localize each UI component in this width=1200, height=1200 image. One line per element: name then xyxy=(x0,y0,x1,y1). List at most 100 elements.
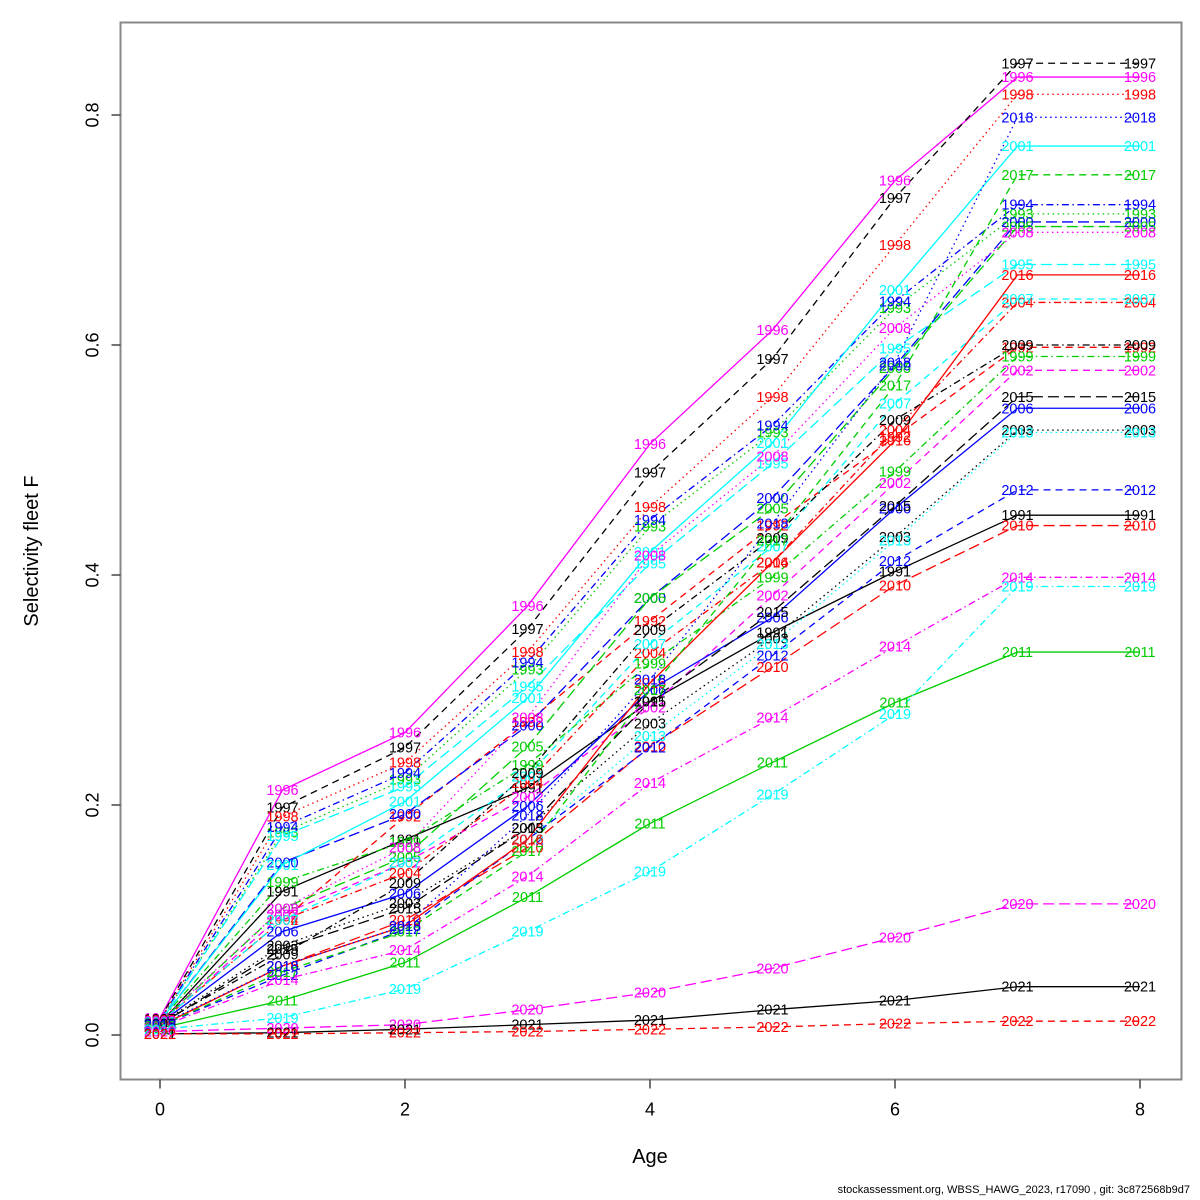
series-line-2011 xyxy=(159,651,1140,1029)
year-label-2001-age-2: 2001 xyxy=(389,795,421,811)
year-label-2005-age-7: 2005 xyxy=(1001,220,1033,236)
year-label-2013-age-8: 2013 xyxy=(1124,425,1156,441)
year-label-1997-age-8: 1997 xyxy=(1124,56,1156,72)
year-label-2007-age-4: 2007 xyxy=(634,637,666,653)
year-label-2002-age-3: 2002 xyxy=(511,790,543,806)
year-label-1997-age-2: 1997 xyxy=(389,741,421,757)
series-line-2005 xyxy=(159,225,1140,1023)
year-label-2001-age-8: 2001 xyxy=(1124,139,1156,155)
year-label-2015-age-4: 2015 xyxy=(634,695,666,711)
year-label-2017-age-6: 2017 xyxy=(879,378,911,394)
year-label-1998-age-5: 1998 xyxy=(756,390,788,406)
series-line-2009 xyxy=(159,344,1140,1025)
year-label-1999-age-2: 1999 xyxy=(389,835,421,851)
year-label-2021-age-3: 2021 xyxy=(511,1018,543,1034)
year-label-1996-age-5: 1996 xyxy=(756,323,788,339)
year-label-2002-age-8: 2002 xyxy=(1124,363,1156,379)
year-label-1995-age-6: 1995 xyxy=(879,341,911,357)
year-label-2006-age-4: 2006 xyxy=(634,683,666,699)
year-label-1991-age-1: 1991 xyxy=(266,884,298,900)
year-label-2002-age-6: 2002 xyxy=(879,476,911,492)
year-label-2001-age-3: 2001 xyxy=(511,691,543,707)
year-label-2009-age-5: 2009 xyxy=(756,531,788,547)
year-label-1991-age-5: 1991 xyxy=(756,626,788,642)
year-label-2005-age-8: 2005 xyxy=(1124,220,1156,236)
year-label-2012-age-5: 2012 xyxy=(756,649,788,665)
year-label-2005-age-0: 2005 xyxy=(144,1015,176,1031)
year-label-2011-age-8: 2011 xyxy=(1124,645,1155,661)
year-label-1997-age-1: 1997 xyxy=(266,800,298,816)
year-label-1998-age-0: 1998 xyxy=(144,1013,176,1029)
year-label-1997-age-6: 1997 xyxy=(879,191,911,207)
year-label-1998-age-4: 1998 xyxy=(634,500,666,516)
series-line-2018 xyxy=(159,116,1140,1026)
year-label-2017-age-0: 2017 xyxy=(144,1019,176,1035)
year-label-2008-age-3: 2008 xyxy=(511,711,543,727)
year-label-2017-age-8: 2017 xyxy=(1124,168,1156,184)
year-label-2007-age-7: 2007 xyxy=(1001,292,1033,308)
series-line-1999 xyxy=(159,355,1140,1022)
year-label-2003-age-2: 2003 xyxy=(389,896,421,912)
year-label-2017-age-1: 2017 xyxy=(266,965,298,981)
series-line-2001 xyxy=(159,145,1140,1022)
year-label-2010-age-7: 2010 xyxy=(1001,519,1033,535)
year-label-2007-age-6: 2007 xyxy=(879,397,911,413)
year-label-2004-age-4: 2004 xyxy=(634,646,666,662)
year-label-2000-age-4: 2000 xyxy=(634,591,666,607)
year-label-2016-age-7: 2016 xyxy=(1001,268,1033,284)
year-label-1995-age-4: 1995 xyxy=(634,557,666,573)
year-label-1991-age-3: 1991 xyxy=(511,781,543,797)
year-label-2002-age-2: 2002 xyxy=(389,856,421,872)
year-label-2008-age-0: 2008 xyxy=(144,1014,176,1030)
year-label-1993-age-6: 1993 xyxy=(879,301,911,317)
year-label-2015-age-1: 2015 xyxy=(266,942,298,958)
series-line-2012 xyxy=(159,489,1140,1027)
year-label-2009-age-4: 2009 xyxy=(634,623,666,639)
series-line-1998 xyxy=(159,93,1140,1021)
year-label-2019-age-8: 2019 xyxy=(1124,580,1156,596)
y-axis-tick-label: 0.8 xyxy=(83,102,103,127)
year-label-2003-age-7: 2003 xyxy=(1001,423,1033,439)
year-label-2022-age-1: 2022 xyxy=(266,1027,298,1043)
year-label-2013-age-0: 2013 xyxy=(144,1018,176,1034)
x-axis-tick-label: 2 xyxy=(400,1100,410,1120)
year-label-2008-age-6: 2008 xyxy=(879,321,911,337)
year-label-1994-age-1: 1994 xyxy=(266,820,298,836)
year-label-1996-age-1: 1996 xyxy=(266,783,298,799)
year-label-2008-age-8: 2008 xyxy=(1124,225,1156,241)
year-label-2009-age-0: 2009 xyxy=(144,1017,176,1033)
year-label-1993-age-3: 1993 xyxy=(511,662,543,678)
year-label-2005-age-6: 2005 xyxy=(879,361,911,377)
year-label-2020-age-0: 2020 xyxy=(144,1025,176,1041)
year-label-2016-age-8: 2016 xyxy=(1124,268,1156,284)
year-label-2022-age-7: 2022 xyxy=(1001,1014,1033,1030)
year-label-1995-age-0: 1995 xyxy=(144,1014,176,1030)
year-label-2003-age-5: 2003 xyxy=(756,631,788,647)
year-label-2004-age-7: 2004 xyxy=(1001,295,1033,311)
series-line-1993 xyxy=(159,213,1140,1022)
year-label-1996-age-4: 1996 xyxy=(634,437,666,453)
year-label-2005-age-4: 2005 xyxy=(634,591,666,607)
year-label-1998-age-7: 1998 xyxy=(1001,87,1033,103)
year-label-2018-age-2: 2018 xyxy=(389,919,421,935)
year-label-2004-age-6: 2004 xyxy=(879,423,911,439)
year-label-2017-age-7: 2017 xyxy=(1001,168,1033,184)
year-label-1991-age-6: 1991 xyxy=(879,565,911,581)
series-line-2006 xyxy=(159,407,1140,1025)
y-axis-tick-label: 0.4 xyxy=(83,562,103,587)
year-label-2010-age-2: 2010 xyxy=(389,913,421,929)
year-label-2007-age-0: 2007 xyxy=(144,1015,176,1031)
year-label-2012-age-8: 2012 xyxy=(1124,483,1156,499)
year-label-2013-age-2: 2013 xyxy=(389,919,421,935)
year-label-1996-age-7: 1996 xyxy=(1001,70,1033,86)
year-label-1991-age-0: 1991 xyxy=(144,1017,176,1033)
year-label-2005-age-3: 2005 xyxy=(511,739,543,755)
year-label-2011-age-4: 2011 xyxy=(634,816,665,832)
year-label-2000-age-6: 2000 xyxy=(879,359,911,375)
year-label-1997-age-0: 1997 xyxy=(144,1012,176,1028)
footer-provenance-text: stockassessment.org, WBSS_HAWG_2023, r17… xyxy=(837,1184,1190,1196)
series-line-2021 xyxy=(159,986,1140,1035)
series-line-1997 xyxy=(159,62,1140,1020)
year-label-1991-age-4: 1991 xyxy=(634,695,666,711)
year-label-1995-age-8: 1995 xyxy=(1124,258,1156,274)
